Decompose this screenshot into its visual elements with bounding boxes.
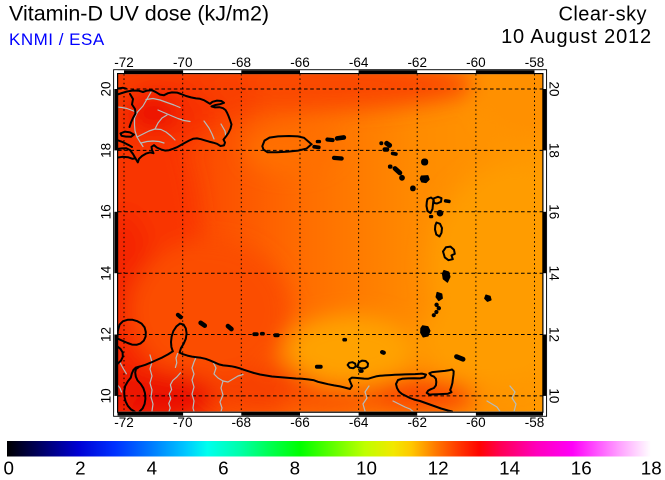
svg-text:18: 18 bbox=[547, 143, 562, 158]
svg-text:6: 6 bbox=[218, 457, 228, 478]
svg-text:10 August 2012: 10 August 2012 bbox=[501, 26, 652, 48]
svg-text:16: 16 bbox=[571, 457, 592, 478]
svg-text:4: 4 bbox=[147, 457, 157, 478]
svg-text:-72: -72 bbox=[114, 55, 134, 70]
svg-text:-62: -62 bbox=[407, 55, 427, 70]
svg-text:-64: -64 bbox=[349, 415, 369, 430]
svg-text:-60: -60 bbox=[466, 415, 486, 430]
svg-text:-58: -58 bbox=[525, 55, 545, 70]
svg-text:14: 14 bbox=[99, 265, 114, 281]
svg-text:KNMI / ESA: KNMI / ESA bbox=[9, 30, 105, 49]
svg-text:10: 10 bbox=[99, 388, 114, 403]
svg-text:16: 16 bbox=[99, 204, 114, 219]
svg-text:-68: -68 bbox=[232, 55, 252, 70]
svg-text:2: 2 bbox=[75, 457, 85, 478]
svg-text:-62: -62 bbox=[407, 415, 427, 430]
svg-text:18: 18 bbox=[99, 143, 114, 158]
svg-text:-68: -68 bbox=[232, 415, 252, 430]
svg-text:-60: -60 bbox=[466, 55, 486, 70]
svg-text:-64: -64 bbox=[349, 55, 369, 70]
svg-text:Vitamin-D UV dose (kJ/m2): Vitamin-D UV dose (kJ/m2) bbox=[9, 2, 269, 26]
svg-text:20: 20 bbox=[547, 81, 562, 96]
svg-text:-58: -58 bbox=[525, 415, 545, 430]
svg-text:12: 12 bbox=[547, 327, 562, 342]
svg-text:16: 16 bbox=[547, 204, 562, 219]
svg-text:18: 18 bbox=[641, 457, 662, 478]
svg-text:14: 14 bbox=[547, 266, 562, 282]
svg-text:-70: -70 bbox=[173, 415, 193, 430]
svg-text:10: 10 bbox=[547, 388, 562, 403]
svg-text:12: 12 bbox=[428, 457, 449, 478]
svg-text:0: 0 bbox=[3, 457, 13, 478]
svg-text:-70: -70 bbox=[173, 55, 193, 70]
svg-text:Clear-sky: Clear-sky bbox=[558, 3, 647, 25]
svg-text:-72: -72 bbox=[114, 415, 134, 430]
svg-text:12: 12 bbox=[99, 327, 114, 342]
svg-text:20: 20 bbox=[99, 81, 114, 96]
svg-text:8: 8 bbox=[290, 457, 300, 478]
svg-text:-66: -66 bbox=[290, 55, 310, 70]
svg-text:14: 14 bbox=[499, 457, 520, 478]
svg-text:10: 10 bbox=[356, 457, 377, 478]
svg-text:-66: -66 bbox=[290, 415, 310, 430]
